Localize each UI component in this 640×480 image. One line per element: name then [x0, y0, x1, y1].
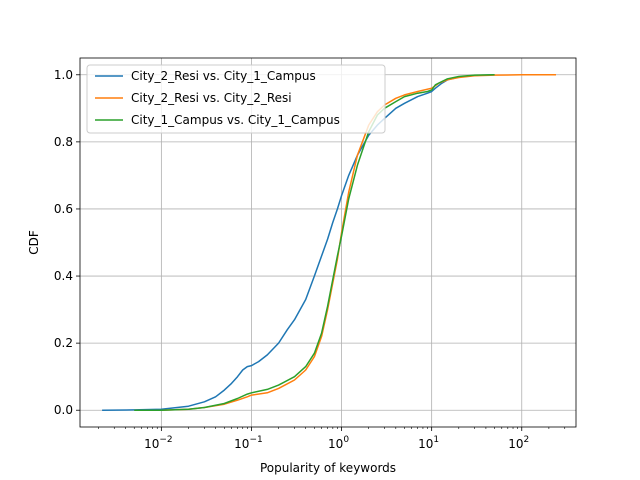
- plot-frame: [79, 57, 577, 428]
- legend-box: [86, 64, 386, 134]
- y-tick-label: 1.0: [54, 68, 73, 82]
- x-axis-label: Popularity of keywords: [260, 461, 396, 475]
- x-tick-label: 102: [508, 435, 529, 451]
- y-tick-label: 0.4: [54, 269, 73, 283]
- x-tick-label: 100: [328, 435, 349, 451]
- series-line: [102, 74, 495, 411]
- legend-entry: City_2_Resi vs. City_1_Campus: [131, 69, 316, 83]
- y-tick-label: 0.2: [54, 336, 73, 350]
- legend: City_2_Resi vs. City_1_Campus City_2_Resi…: [86, 64, 386, 134]
- series-line: [134, 74, 495, 411]
- x-tick-label: 10−2: [144, 435, 173, 451]
- axis-ticks: 10−2 10−1 100 101 102 0.0 0.2 0.4 0.6 0.8 1.0: [54, 68, 566, 451]
- x-tick-label: 10−1: [234, 435, 263, 451]
- x-tick-label: 101: [418, 435, 439, 451]
- y-axis-label: CDF: [27, 230, 41, 255]
- series-lines: [102, 74, 556, 411]
- legend-entry: City_2_Resi vs. City_2_Resi: [131, 91, 292, 105]
- y-tick-label: 0.6: [54, 202, 73, 216]
- y-tick-label: 0.8: [54, 135, 73, 149]
- legend-entry: City_1_Campus vs. City_1_Campus: [131, 113, 340, 127]
- y-tick-label: 0.0: [54, 403, 73, 417]
